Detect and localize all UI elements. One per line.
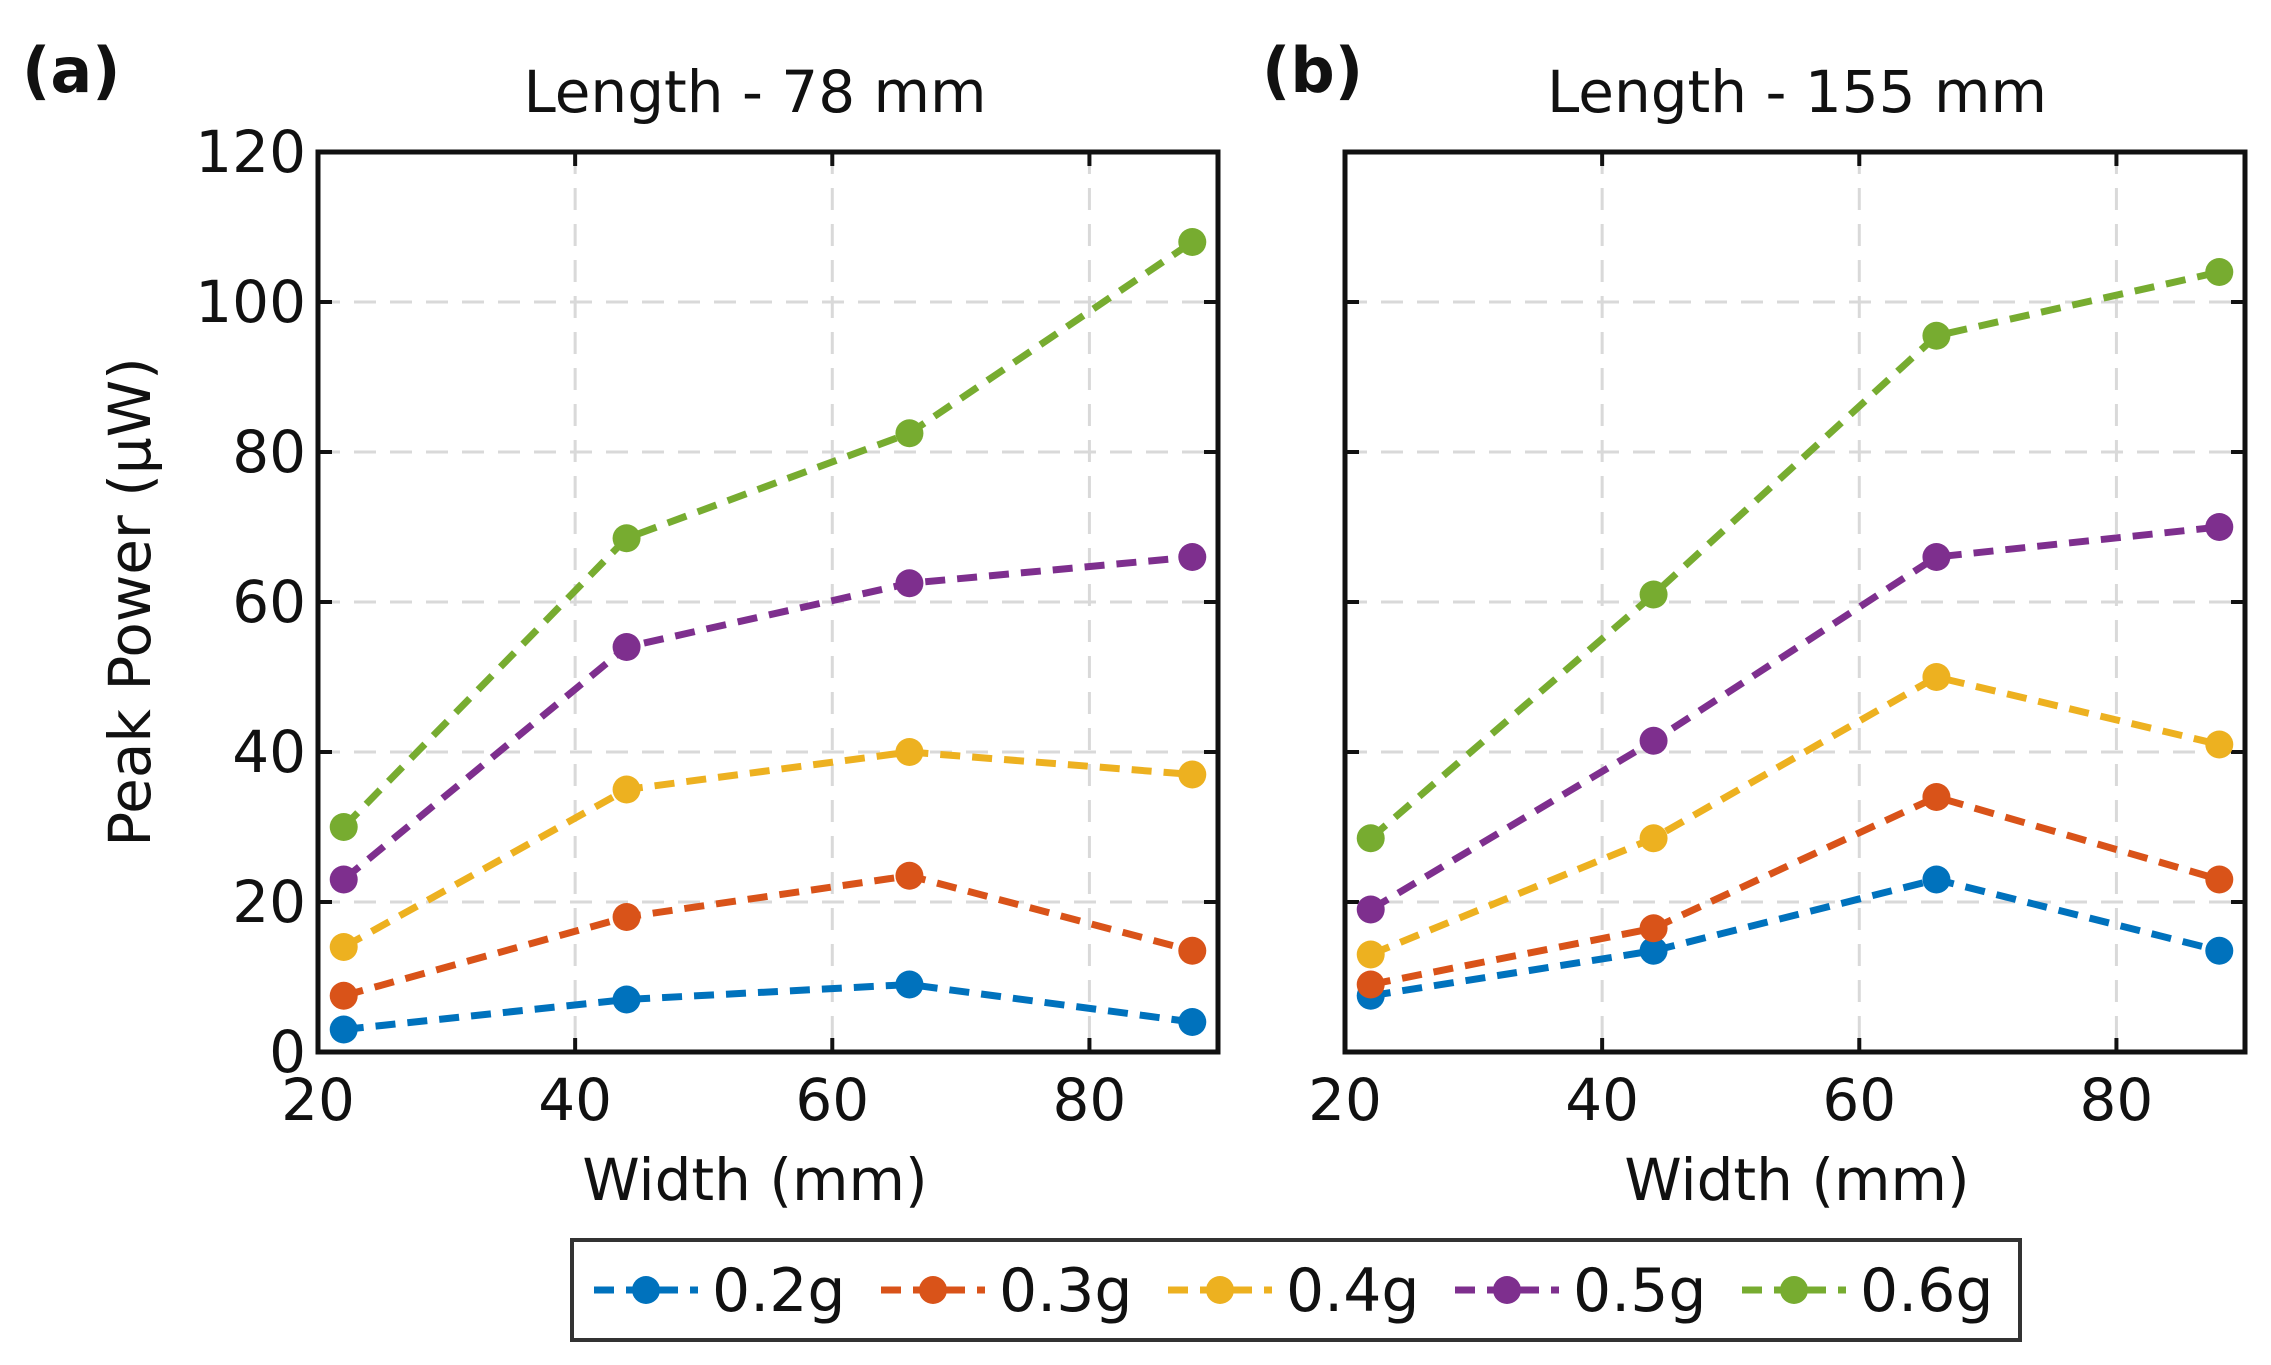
panel-a-series-06g-line [341, 239, 1195, 830]
panel-a-series-05g-point [895, 569, 924, 598]
panel-a-series-06g-point [1178, 228, 1207, 256]
panel-a-xtick-label: 80 [1053, 1066, 1127, 1134]
panel-b-frame [1342, 149, 2248, 1055]
panel-b-series-04g-point [1922, 663, 1951, 691]
panel-a-series-04g-point [1178, 760, 1207, 789]
panel-b-series-03g-point [1922, 783, 1951, 811]
panel-a-series-05g-point [329, 865, 358, 894]
legend-items: 0.2g 0.3g 0.4g 0.5g 0.6g [594, 1256, 1994, 1326]
panel-a-title: Length - 78 mm [523, 58, 986, 126]
panel-b-series-02g-point [1639, 936, 1668, 965]
panel-a-series-06g-point [329, 813, 358, 841]
panel-a-series-04g-point [895, 738, 924, 766]
panel-a-series-06g-point [612, 524, 641, 553]
panel-a-series-03g-point [612, 903, 641, 931]
panel-a-ytick-label: 60 [232, 568, 306, 636]
panel-b-series-04g-point [2205, 730, 2234, 759]
panel-a-xtick-label: 40 [538, 1066, 612, 1134]
panel-b-xtick-label: 80 [2080, 1066, 2154, 1134]
panel-a-xlabel: Width (mm) [582, 1146, 927, 1214]
legend-label-02g: 0.2g [712, 1256, 846, 1326]
legend-label-03g: 0.3g [999, 1256, 1133, 1326]
panel-a-series-04g-point [612, 775, 641, 804]
panel-a-series-03g-point [329, 981, 358, 1010]
panel-a-ytick-label: 100 [195, 268, 306, 336]
panel-a-series-05g-point [612, 633, 641, 661]
panel-a-xtick-label: 60 [795, 1066, 869, 1134]
panel-a-series-05g-line [341, 553, 1193, 883]
legend-swatch-marker-02g [632, 1276, 660, 1304]
panel-a-ytick-label: 20 [232, 868, 306, 936]
legend-label-04g: 0.4g [1286, 1256, 1420, 1326]
panel-a-letter: (a) [22, 34, 121, 107]
panel-b-letter: (b) [1262, 34, 1363, 107]
panel-b-xtick-label: 20 [1308, 1066, 1382, 1134]
panel-a-series-02g-point [612, 985, 641, 1014]
legend-swatch-marker-04g [1206, 1276, 1234, 1304]
panel-a-series-04g-point [329, 933, 358, 961]
panel-b-series-06g-point [2205, 258, 2234, 286]
panel-a-series-02g-line [343, 980, 1193, 1033]
panel-a-ytick-label: 40 [232, 718, 306, 786]
panel-b-xtick-label: 40 [1565, 1066, 1639, 1134]
panel-b-series-05g-point [1922, 543, 1951, 571]
panel-b-series-05g-point [1639, 726, 1668, 755]
legend: 0.2g 0.3g 0.4g 0.5g 0.6g [570, 1238, 2022, 1342]
panel-a: (a) Length - 78 mm 20 40 60 800204060801001… [22, 34, 1221, 1214]
panel-a-series-03g-line [342, 872, 1194, 1000]
panel-b-series-05g-point [2205, 513, 2234, 541]
panel-b-series-02g-line [1370, 875, 2221, 1000]
panel-a-ytick-label: 80 [232, 418, 306, 486]
panel-b-series-06g-point [1356, 824, 1385, 853]
panel-b-series-02g-point [1922, 865, 1951, 894]
panel-b-plot: 20 40 60 80 [1308, 150, 2245, 1134]
panel-b-title: Length - 155 mm [1547, 58, 2047, 126]
panel-b-series-03g-line [1370, 793, 2221, 988]
panel-a-frame [315, 149, 1221, 1055]
panel-b-series-05g-point [1356, 895, 1385, 924]
panel-b-series-06g-line [1368, 268, 2221, 841]
legend-swatch-marker-05g [1493, 1276, 1521, 1304]
panel-a-xtick-label: 20 [281, 1066, 355, 1134]
panel-b-series-04g-line [1369, 673, 2221, 958]
panel-a-series-03g-point [1178, 936, 1207, 965]
panel-a-series-03g-point [895, 861, 924, 890]
legend-swatch-marker-03g [919, 1276, 947, 1304]
panel-b-series-03g-point [2205, 865, 2234, 894]
panel-b: (b) Length - 155 mm 20 40 60 80 Width (mm) [1262, 34, 2248, 1214]
panel-a-ylabel: Peak Power (μW) [96, 357, 164, 846]
panel-a-series-02g-point [1178, 1008, 1207, 1036]
panel-a-series-02g-point [329, 1015, 358, 1044]
panel-b-xtick-label: 60 [1822, 1066, 1896, 1134]
panel-b-series-03g-point [1356, 970, 1385, 999]
panel-b-series-06g-point [1922, 321, 1951, 350]
panel-a-series-06g-point [895, 419, 924, 448]
panel-b-series-03g-point [1639, 914, 1668, 943]
panel-a-series-02g-point [895, 970, 924, 999]
panel-b-series-02g-point [2205, 936, 2234, 965]
legend-swatch-marker-06g [1780, 1276, 1808, 1304]
panel-b-series-05g-line [1368, 523, 2220, 913]
panel-b-xlabel: Width (mm) [1624, 1146, 1969, 1214]
panel-a-series-04g-line [342, 748, 1193, 951]
panel-a-ytick-label: 0 [269, 1018, 306, 1086]
panel-a-series-05g-point [1178, 543, 1207, 571]
panel-a-ytick-label: 120 [195, 118, 306, 186]
legend-label-06g: 0.6g [1860, 1256, 1994, 1326]
panel-b-series-04g-point [1639, 824, 1668, 853]
legend-label-05g: 0.5g [1573, 1256, 1707, 1326]
panel-b-series-06g-point [1639, 580, 1668, 609]
panel-b-series-04g-point [1356, 940, 1385, 969]
